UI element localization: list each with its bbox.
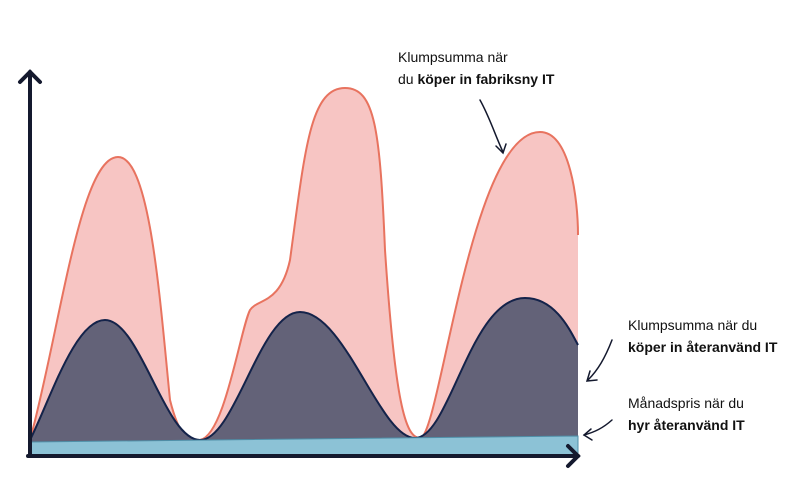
pink-area	[30, 88, 578, 455]
label-line: Klumpsumma när du	[628, 317, 757, 333]
dark-area	[30, 298, 578, 455]
label-plain: du	[398, 71, 417, 87]
label-bold: köper in återanvänd IT	[628, 339, 778, 355]
label-line: Månadspris när du	[628, 395, 744, 411]
label-bold: hyr återanvänd IT	[628, 417, 745, 433]
label-line: Klumpsumma när	[398, 49, 508, 65]
label-bold: köper in fabriksny IT	[417, 71, 554, 87]
axes	[18, 69, 581, 468]
dark-line	[29, 296, 579, 442]
label-line: du köper in fabriksny IT	[398, 71, 555, 87]
pink-line	[29, 86, 579, 442]
pointer-arrows	[479, 99, 613, 441]
